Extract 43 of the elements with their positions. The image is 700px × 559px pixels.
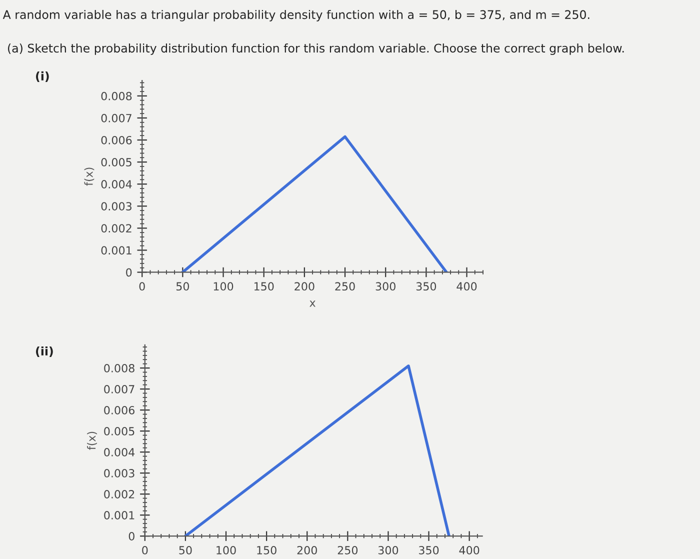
- x-tick-label: 350: [419, 546, 439, 554]
- text: A random variable has a triangular probability density function with a = 50, b = 375, and m = 250.: [2, 10, 590, 22]
- x-tick-label: 300: [378, 546, 398, 554]
- x-axis-title: x: [310, 300, 316, 307]
- y-tick-label: 0.003: [101, 202, 132, 210]
- x-tick-label: 200: [297, 546, 317, 554]
- text: (i): [36, 71, 49, 82]
- y-tick-label: 0.002: [101, 224, 132, 233]
- x-tick-label: 50: [176, 282, 190, 291]
- x-tick-label: 400: [459, 546, 480, 554]
- text: (ii): [36, 346, 53, 357]
- y-tick-label: 0.007: [101, 114, 132, 122]
- y-tick-label: 0.006: [104, 406, 134, 414]
- y-tick-label: 0.005: [104, 427, 134, 436]
- y-tick-label: 0.005: [101, 158, 132, 166]
- x-tick-label: 100: [216, 546, 236, 554]
- x-tick-label: 150: [257, 546, 276, 554]
- x-tick-label: 200: [294, 282, 314, 291]
- x-tick-label: 250: [338, 546, 358, 554]
- x-tick-label: 0: [139, 282, 145, 291]
- text: (a) Sketch the probability distribution function for this random variable. Choose the correct graph below.: [8, 43, 624, 55]
- x-tick-label: 300: [376, 282, 396, 291]
- y-tick-label: 0.004: [101, 180, 132, 188]
- y-axis-title: f(x): [87, 432, 97, 450]
- x-tick-label: 150: [254, 282, 274, 291]
- y-tick-label: 0.008: [104, 364, 134, 372]
- y-axis-title: f(x): [84, 168, 94, 186]
- y-tick-label: 0.006: [101, 136, 132, 144]
- y-tick-label: 0.007: [104, 384, 134, 394]
- y-tick-label: 0.003: [104, 469, 134, 478]
- x-tick-label: 100: [214, 282, 234, 291]
- y-tick-label: 0.001: [101, 246, 132, 255]
- y-tick-label: 0: [126, 268, 132, 277]
- y-tick-label: 0: [128, 532, 134, 540]
- y-tick-label: 0.002: [104, 490, 134, 498]
- x-tick-label: 350: [416, 282, 436, 291]
- y-tick-label: 0.001: [104, 511, 134, 520]
- x-tick-label: 50: [179, 546, 192, 554]
- x-tick-label: 0: [142, 546, 148, 554]
- x-tick-label: 400: [456, 282, 477, 291]
- y-tick-label: 0.008: [101, 92, 132, 100]
- x-tick-label: 250: [335, 282, 355, 291]
- y-tick-label: 0.004: [104, 448, 135, 456]
